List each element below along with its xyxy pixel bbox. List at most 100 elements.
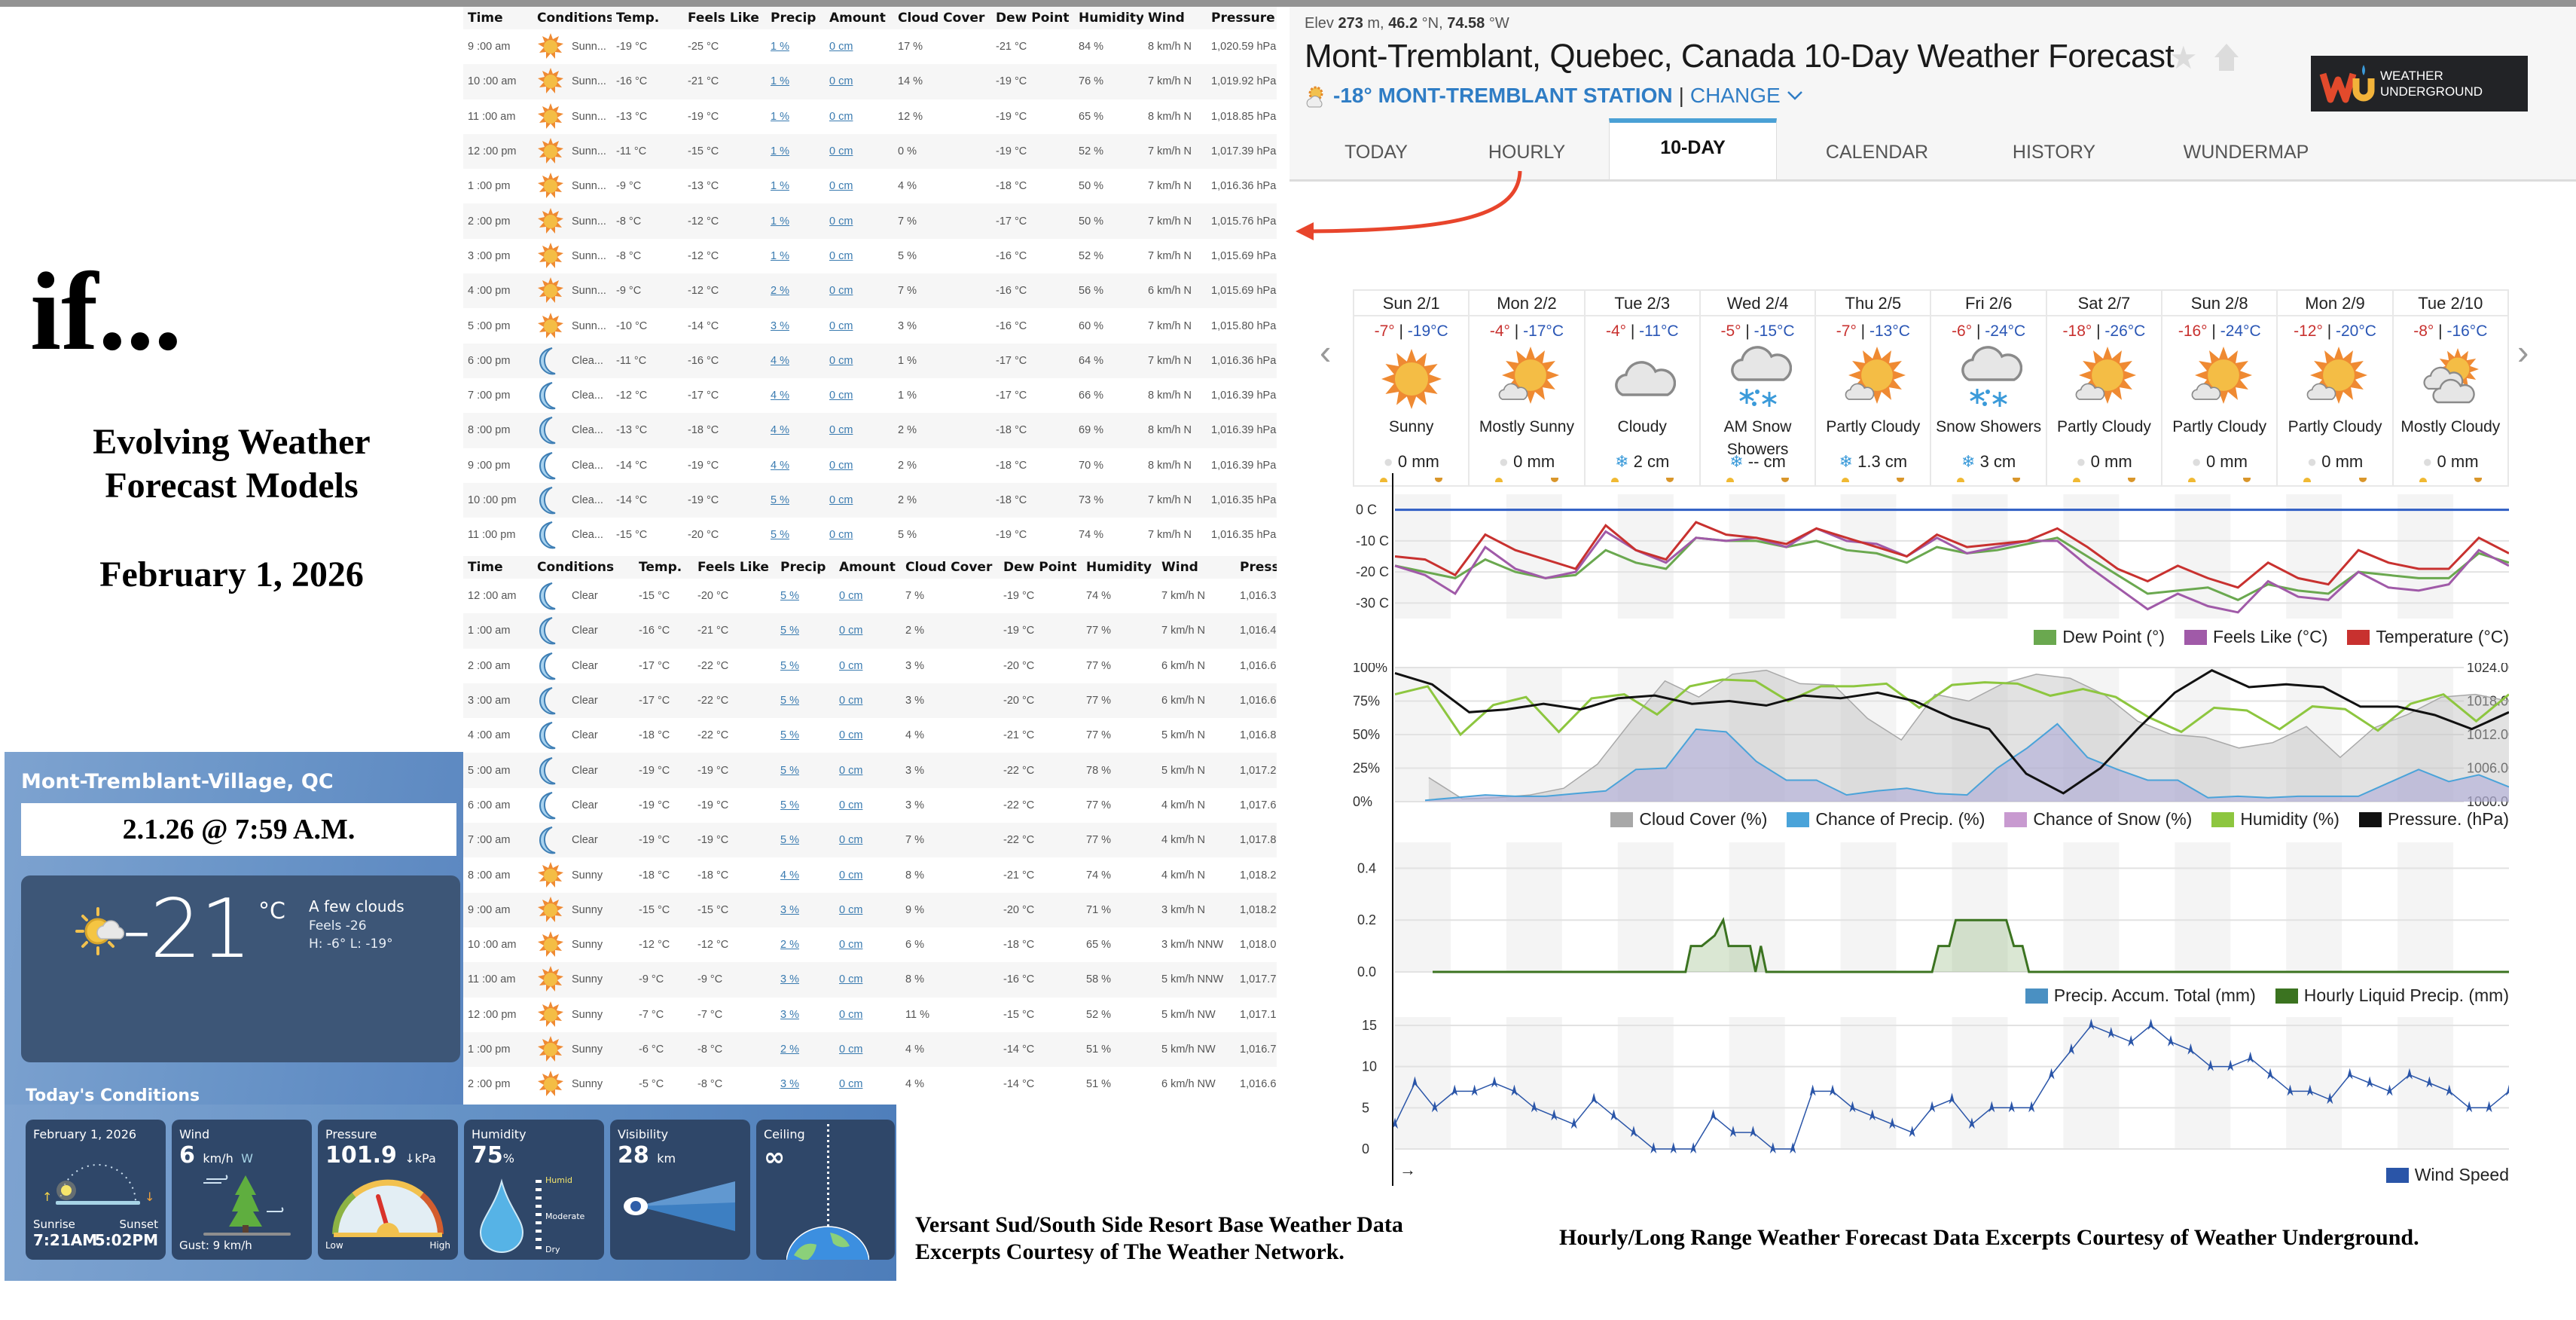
cell-amount[interactable]: 0 cm <box>829 41 853 53</box>
cell-amount[interactable]: 0 cm <box>839 1078 863 1091</box>
station-name[interactable]: MONT-TREMBLANT STATION <box>1378 84 1673 107</box>
tab-wundermap[interactable]: WUNDERMAP <box>2183 142 2309 163</box>
cell-precip[interactable]: 3 % <box>776 962 835 998</box>
tab-calendar[interactable]: CALENDAR <box>1825 142 1929 163</box>
cell-amount[interactable]: 0 cm <box>825 64 893 99</box>
cell-amount[interactable]: 0 cm <box>839 1008 863 1021</box>
legend-item[interactable]: Dew Point (°) <box>2034 627 2165 647</box>
chevron-down-icon[interactable] <box>1787 90 1803 101</box>
cell-precip[interactable]: 4 % <box>780 869 799 882</box>
legend-item[interactable]: Temperature (°C) <box>2347 627 2509 647</box>
change-station-button[interactable]: CHANGE <box>1689 84 1781 107</box>
forecast-day[interactable]: Sun 2/1 -7° | -19°C Sunny ● 0 mm <box>1354 291 1470 485</box>
cell-amount[interactable]: 0 cm <box>829 180 853 193</box>
forecast-day[interactable]: Sun 2/8 -16° | -24°C Partly Cloudy ● 0 m… <box>2162 291 2278 485</box>
forecast-day[interactable]: Mon 2/2 -4° | -17°C Mostly Sunny ● 0 mm <box>1470 291 1586 485</box>
legend-item[interactable]: Humidity (%) <box>2211 809 2339 830</box>
cell-precip[interactable]: 5 % <box>776 753 835 788</box>
cell-amount[interactable]: 0 cm <box>829 459 853 472</box>
cell-amount[interactable]: 0 cm <box>829 390 853 402</box>
cell-precip[interactable]: 1 % <box>771 180 789 193</box>
cell-precip[interactable]: 2 % <box>776 1031 835 1068</box>
cell-amount[interactable]: 0 cm <box>835 892 901 927</box>
cell-precip[interactable]: 5 % <box>780 799 799 811</box>
cell-amount[interactable]: 0 cm <box>825 343 893 378</box>
cell-precip[interactable]: 5 % <box>771 529 789 542</box>
cell-precip[interactable]: 4 % <box>771 390 789 402</box>
cell-amount[interactable]: 0 cm <box>825 273 893 309</box>
wu-logo[interactable]: WEATHER UNDERGROUND <box>2311 56 2528 112</box>
forecast-day[interactable]: Thu 2/5 -7° | -13°C Partly Cloudy ❄ 1.3 … <box>1816 291 1932 485</box>
cell-amount[interactable]: 0 cm <box>829 249 853 262</box>
cell-precip[interactable]: 2 % <box>766 273 825 309</box>
legend-item[interactable]: Chance of Snow (%) <box>2004 809 2192 830</box>
cell-precip[interactable]: 4 % <box>771 459 789 472</box>
cell-precip[interactable]: 4 % <box>766 413 825 448</box>
cell-amount[interactable]: 0 cm <box>829 319 853 332</box>
cell-precip[interactable]: 1 % <box>771 41 789 53</box>
forecast-prev-button[interactable]: ‹ <box>1320 332 1332 371</box>
tab-history[interactable]: HISTORY <box>2012 142 2096 163</box>
cell-amount[interactable]: 0 cm <box>829 529 853 542</box>
legend-item[interactable]: Cloud Cover (%) <box>1610 809 1767 830</box>
cell-precip[interactable]: 5 % <box>780 590 799 603</box>
cell-amount[interactable]: 0 cm <box>835 823 901 858</box>
forecast-day[interactable]: Wed 2/4 -5° | -15°C AM Snow Showers ❄ --… <box>1700 291 1817 485</box>
cell-precip[interactable]: 1 % <box>766 203 825 239</box>
cell-precip[interactable]: 1 % <box>766 64 825 99</box>
cell-amount[interactable]: 0 cm <box>839 939 863 952</box>
cell-precip[interactable]: 5 % <box>780 729 799 742</box>
cell-precip[interactable]: 5 % <box>776 613 835 649</box>
cell-precip[interactable]: 3 % <box>780 1008 799 1021</box>
forecast-day[interactable]: Tue 2/10 -8° | -16°C Mostly Cloudy ● 0 m… <box>2393 291 2507 485</box>
cell-amount[interactable]: 0 cm <box>825 133 893 170</box>
cell-precip[interactable]: 1 % <box>766 133 825 170</box>
cell-amount[interactable]: 0 cm <box>835 1031 901 1068</box>
cell-precip[interactable]: 4 % <box>766 343 825 378</box>
current-time-cursor[interactable] <box>1392 473 1393 1186</box>
cell-amount[interactable]: 0 cm <box>839 869 863 882</box>
cell-precip[interactable]: 1 % <box>771 249 789 262</box>
cell-precip[interactable]: 3 % <box>771 319 789 332</box>
cell-precip[interactable]: 3 % <box>780 1078 799 1091</box>
tab-10-day[interactable]: 10-DAY <box>1609 118 1777 179</box>
forecast-next-button[interactable]: › <box>2517 332 2529 371</box>
cell-amount[interactable]: 0 cm <box>835 683 901 719</box>
forecast-day[interactable]: Sat 2/7 -18° | -26°C Partly Cloudy ● 0 m… <box>2046 291 2163 485</box>
cell-press: 1,017.7 <box>1235 962 1277 998</box>
cell-amount[interactable]: 0 cm <box>825 203 893 239</box>
forecast-day[interactable]: Tue 2/3 -4° | -11°C Cloudy ❄ 2 cm <box>1585 291 1701 485</box>
cell-precip[interactable]: 3 % <box>776 892 835 927</box>
cell-precip[interactable]: 5 % <box>776 683 835 719</box>
cell-amount[interactable]: 0 cm <box>835 753 901 788</box>
legend-item[interactable]: Hourly Liquid Precip. (mm) <box>2275 985 2509 1006</box>
cell-precip[interactable]: 1 % <box>771 110 789 123</box>
cell-precip[interactable]: 5 % <box>776 823 835 858</box>
cell-amount[interactable]: 0 cm <box>839 590 863 603</box>
forecast-precip-amount: ● 0 mm <box>1498 452 1555 471</box>
tab-hourly[interactable]: HOURLY <box>1488 142 1566 163</box>
cell-cloud: 4 % <box>905 1078 924 1091</box>
cell-amount[interactable]: 0 cm <box>835 613 901 649</box>
cell-precip[interactable]: 5 % <box>766 482 825 518</box>
cell-amount[interactable]: 0 cm <box>829 110 853 123</box>
tab-today[interactable]: TODAY <box>1344 142 1408 163</box>
cell-amount[interactable]: 0 cm <box>825 413 893 448</box>
cell-press: 1,016.36 hPa <box>1211 180 1277 193</box>
home-icon[interactable] <box>2213 42 2240 72</box>
cell-amount[interactable]: 0 cm <box>825 482 893 518</box>
legend-item[interactable]: Wind Speed <box>2385 1165 2509 1185</box>
cell-precip[interactable]: 5 % <box>780 659 799 672</box>
cell-amount[interactable]: 0 cm <box>835 962 901 998</box>
cell-amount[interactable]: 0 cm <box>839 729 863 742</box>
cell-amount[interactable]: 0 cm <box>839 659 863 672</box>
legend-item[interactable]: Precip. Accum. Total (mm) <box>2025 985 2256 1006</box>
forecast-day[interactable]: Mon 2/9 -12° | -20°C Partly Cloudy ● 0 m… <box>2278 291 2394 485</box>
legend-item[interactable]: Chance of Precip. (%) <box>1787 809 1985 830</box>
cell-amount[interactable]: 0 cm <box>839 799 863 811</box>
legend-item[interactable]: Pressure. (hPa) <box>2358 809 2509 830</box>
favorite-star-icon[interactable]: ★ <box>2169 40 2198 75</box>
legend-item[interactable]: Feels Like (°C) <box>2184 627 2327 647</box>
cell-precip[interactable]: 2 % <box>780 939 799 952</box>
forecast-day[interactable]: Fri 2/6 -6° | -24°C Snow Showers ❄ 3 cm <box>1931 291 2047 485</box>
